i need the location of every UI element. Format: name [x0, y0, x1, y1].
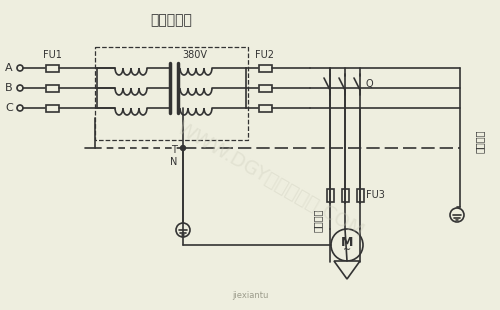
- Text: FU3: FU3: [366, 190, 385, 200]
- Text: C: C: [5, 103, 13, 113]
- Circle shape: [17, 105, 23, 111]
- Bar: [46, 85, 59, 91]
- Text: FU1: FU1: [42, 50, 62, 60]
- Text: 电力变压器: 电力变压器: [150, 13, 192, 27]
- Text: A: A: [6, 63, 13, 73]
- Circle shape: [176, 223, 190, 237]
- Text: FU2: FU2: [256, 50, 274, 60]
- Circle shape: [331, 229, 363, 261]
- Bar: [258, 64, 272, 72]
- Bar: [46, 104, 59, 112]
- Text: WWW.DGY电工学习网.COM: WWW.DGY电工学习网.COM: [173, 118, 367, 241]
- Bar: [95, 47, 248, 140]
- Text: 重复接地: 重复接地: [475, 129, 485, 153]
- Text: M: M: [341, 236, 353, 249]
- Text: Q: Q: [366, 79, 374, 89]
- Polygon shape: [334, 261, 360, 279]
- Text: 保护接零: 保护接零: [313, 208, 323, 232]
- Circle shape: [17, 65, 23, 71]
- Text: B: B: [6, 83, 13, 93]
- Bar: [342, 188, 348, 202]
- Bar: [326, 188, 334, 202]
- Bar: [258, 85, 272, 91]
- Bar: [46, 64, 59, 72]
- Text: T: T: [171, 145, 177, 155]
- Circle shape: [180, 145, 186, 150]
- Circle shape: [450, 208, 464, 222]
- Bar: [356, 188, 364, 202]
- Text: 380V: 380V: [182, 50, 208, 60]
- Text: N: N: [170, 157, 177, 167]
- Text: ~: ~: [343, 245, 351, 255]
- Text: jiexiantu: jiexiantu: [232, 291, 268, 300]
- Circle shape: [17, 85, 23, 91]
- Bar: [258, 104, 272, 112]
